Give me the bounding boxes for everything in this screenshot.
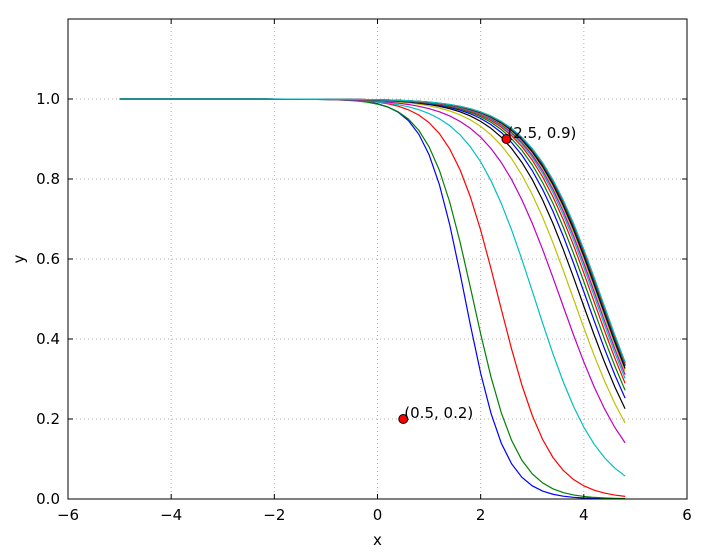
x-tick-label: −2 [263, 506, 285, 524]
annotation-point-2 [501, 134, 512, 144]
annotation-label-2: (2.5, 0.9) [507, 124, 576, 142]
x-tick-label: 6 [682, 506, 692, 524]
annotation-layer: (0.5, 0.2) (2.5, 0.9) [398, 124, 576, 424]
x-axis-label: x [373, 531, 382, 549]
x-tick-label: 4 [579, 506, 589, 524]
axis-ticks [67, 19, 688, 500]
x-tick-label: −4 [160, 506, 182, 524]
y-tick-label: 0.8 [36, 170, 60, 188]
annotation-point-1 [398, 414, 409, 424]
y-tick-label: 0.0 [36, 490, 60, 508]
y-tick-label: 0.2 [36, 410, 60, 428]
series-layer [119, 98, 626, 500]
x-tick-label: 2 [476, 506, 486, 524]
y-tick-label: 0.4 [36, 330, 60, 348]
series-line-18 [119, 98, 626, 363]
x-tick-label: −6 [57, 506, 79, 524]
y-tick-label: 0.6 [36, 250, 60, 268]
y-axis-label: y [10, 254, 28, 263]
annotation-label-1: (0.5, 0.2) [404, 404, 473, 422]
y-tick-label: 1.0 [36, 90, 60, 108]
tick-labels: −6 −4 −2 0 2 4 6 0.0 0.2 0.4 0.6 0.8 1.0 [36, 90, 692, 524]
x-tick-label: 0 [373, 506, 383, 524]
